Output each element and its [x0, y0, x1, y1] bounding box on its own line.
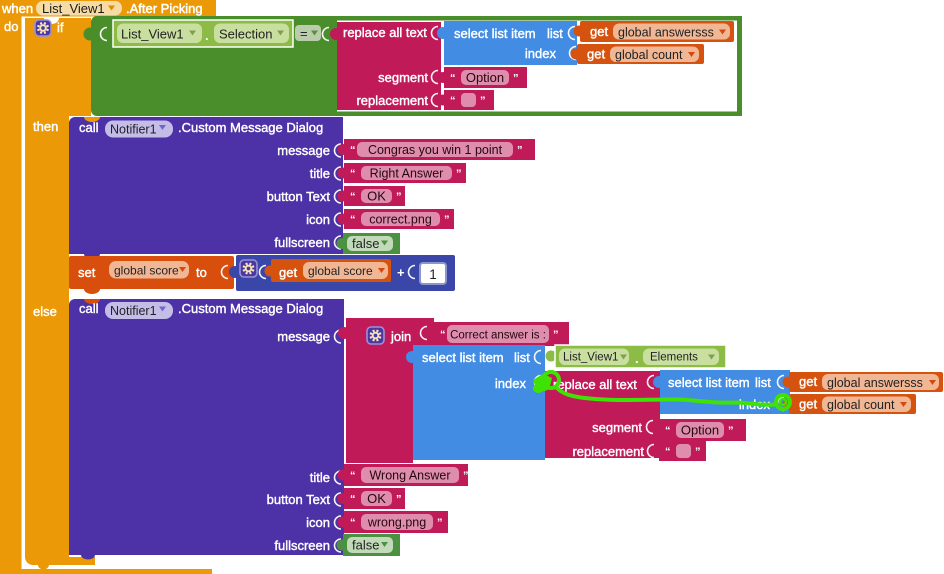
svg-text:join: join [390, 329, 411, 344]
svg-text:=: = [300, 26, 308, 41]
svg-text:replace all text: replace all text [553, 377, 637, 392]
svg-text:global answersss: global answersss [827, 376, 923, 390]
svg-text:get: get [799, 397, 817, 412]
svg-text:”: ” [396, 191, 402, 203]
svg-text:“: “ [450, 73, 456, 85]
svg-text:global answersss: global answersss [618, 26, 714, 40]
svg-text:else: else [33, 304, 57, 319]
svg-text:“: “ [350, 168, 356, 180]
svg-text:List_View1: List_View1 [121, 27, 184, 42]
svg-text:button Text: button Text [267, 492, 331, 507]
svg-text:.Custom Message Dialog: .Custom Message Dialog [178, 120, 323, 135]
svg-text:“: “ [665, 425, 671, 437]
svg-text:do: do [4, 19, 18, 34]
svg-text:list: list [755, 375, 771, 390]
svg-text:message: message [277, 329, 330, 344]
svg-text:replacement: replacement [572, 444, 644, 459]
svg-text:replace all text: replace all text [343, 25, 427, 40]
svg-text:“: “ [350, 470, 356, 482]
svg-text:false: false [352, 236, 379, 251]
svg-text:when: when [1, 1, 33, 16]
svg-text:”: ” [517, 145, 523, 157]
svg-text:“: “ [440, 329, 446, 341]
svg-text:false: false [352, 538, 379, 553]
svg-text:list: list [547, 26, 563, 41]
svg-text:“: “ [450, 95, 456, 107]
svg-text:set: set [78, 265, 96, 280]
svg-text:icon: icon [306, 515, 330, 530]
svg-text:Elements: Elements [650, 352, 698, 364]
svg-text:segment: segment [592, 420, 642, 435]
svg-text:1: 1 [429, 267, 437, 282]
svg-text:”: ” [553, 329, 559, 341]
svg-text:OK: OK [367, 189, 386, 204]
svg-text:title: title [310, 470, 330, 485]
svg-text:”: ” [444, 214, 450, 226]
svg-text:get: get [587, 47, 605, 62]
svg-text:call: call [79, 120, 99, 135]
svg-text:Congras you win 1 point: Congras you win 1 point [368, 143, 503, 157]
svg-text:.After Picking: .After Picking [126, 1, 203, 16]
svg-text:“: “ [350, 494, 356, 506]
svg-text:”: ” [437, 517, 443, 529]
svg-text:“: “ [350, 145, 356, 157]
svg-text:.Custom Message Dialog: .Custom Message Dialog [178, 301, 323, 316]
svg-text:index: index [495, 376, 527, 391]
svg-text:index: index [525, 46, 557, 61]
svg-text:OK: OK [367, 491, 386, 506]
svg-text:global count: global count [827, 398, 895, 412]
svg-text:”: ” [456, 168, 462, 180]
svg-text:”: ” [396, 494, 402, 506]
svg-text:+: + [397, 265, 405, 280]
svg-text:Option: Option [466, 70, 504, 85]
svg-text:correct.png: correct.png [369, 213, 432, 227]
svg-text:replacement: replacement [356, 93, 428, 108]
svg-text:“: “ [350, 191, 356, 203]
svg-text:“: “ [350, 517, 356, 529]
svg-text:segment: segment [378, 70, 428, 85]
svg-text:Right Answer: Right Answer [370, 167, 444, 181]
svg-text:get: get [590, 24, 608, 39]
svg-text:to: to [196, 265, 207, 280]
svg-text:then: then [33, 119, 58, 134]
svg-text:.: . [205, 28, 209, 43]
svg-text:”: ” [513, 73, 519, 85]
svg-text:List_View1: List_View1 [563, 352, 618, 364]
svg-text:get: get [279, 265, 297, 280]
svg-text:Notifier1: Notifier1 [110, 123, 157, 137]
svg-text:button Text: button Text [267, 189, 331, 204]
svg-text:”: ” [695, 446, 701, 458]
svg-text:global score: global score [114, 264, 179, 278]
svg-text:select list item: select list item [668, 375, 750, 390]
svg-text:Notifier1: Notifier1 [110, 304, 157, 318]
svg-text:if: if [57, 20, 64, 35]
svg-text:Correct answer is :: Correct answer is : [450, 330, 546, 342]
svg-text:”: ” [480, 95, 486, 107]
svg-text:icon: icon [306, 212, 330, 227]
svg-text:“: “ [665, 446, 671, 458]
svg-text:select list item: select list item [454, 26, 536, 41]
svg-text:Selection: Selection [219, 27, 272, 42]
svg-text:global count: global count [615, 48, 683, 62]
svg-text:Option: Option [681, 423, 719, 438]
svg-text:title: title [310, 166, 330, 181]
svg-text:.: . [635, 351, 639, 366]
svg-text:fullscreen: fullscreen [274, 538, 330, 553]
svg-text:“: “ [350, 214, 356, 226]
svg-text:message: message [277, 143, 330, 158]
svg-text:select list item: select list item [422, 350, 504, 365]
svg-text:”: ” [728, 425, 734, 437]
svg-text:List_View1: List_View1 [42, 1, 105, 16]
svg-text:global score: global score [308, 264, 373, 278]
svg-text:fullscreen: fullscreen [274, 235, 330, 250]
svg-text:list: list [514, 350, 530, 365]
svg-text:”: ” [463, 470, 469, 482]
svg-text:call: call [79, 301, 99, 316]
svg-text:Wrong Answer: Wrong Answer [369, 469, 450, 483]
svg-text:wrong.png: wrong.png [367, 516, 426, 530]
svg-text:get: get [799, 374, 817, 389]
